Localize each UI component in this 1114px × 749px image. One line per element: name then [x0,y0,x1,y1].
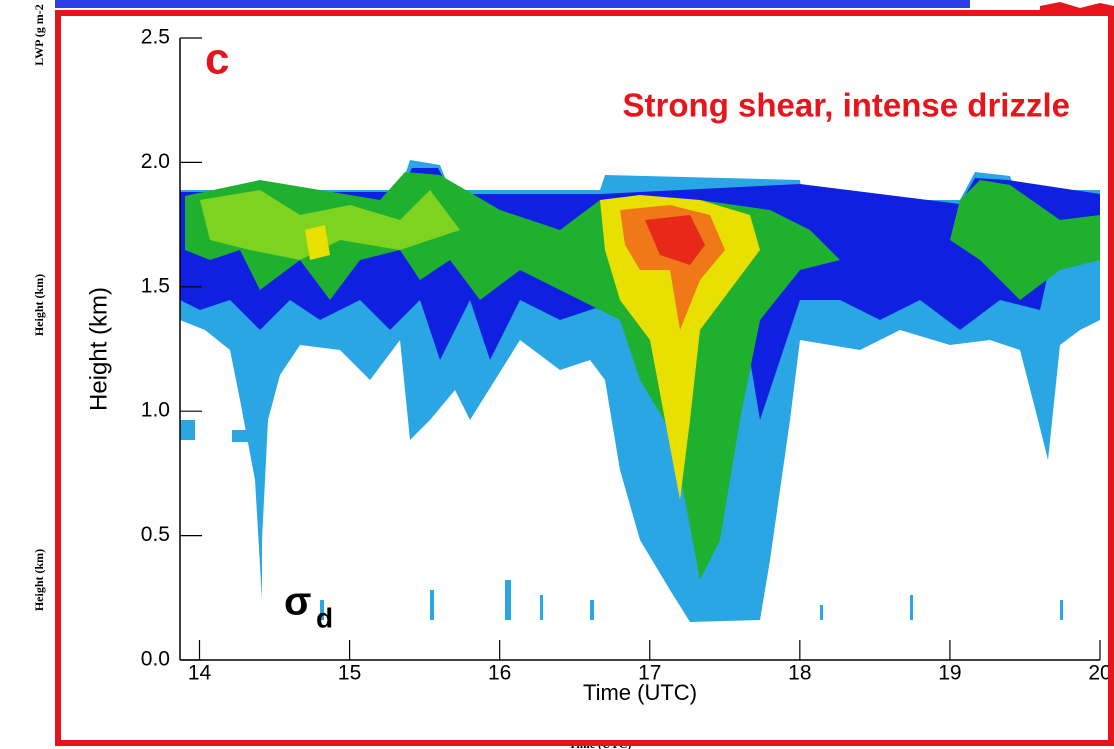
top-panel-trace [1040,2,1114,10]
y-tick-label: 0.0 [141,648,170,671]
side-label: Height (km) [32,274,46,336]
y-tick-label: 2.5 [141,26,170,49]
side-label: LWP (g m-2 [32,4,46,66]
x-tick-label: 18 [788,662,811,685]
chart-title: Strong shear, intense drizzle [623,87,1070,124]
x-tick-label: 17 [638,662,661,685]
y-tick-label: 2.0 [141,150,170,173]
sigma-symbol: σ [284,580,311,624]
x-tick-label: 20 [1088,662,1111,685]
sigma-subscript: d [316,602,333,633]
x-tick-label: 14 [188,662,212,685]
radar-echo [180,160,1100,622]
x-tick-label: 16 [488,662,511,685]
x-tick-label: 15 [338,662,361,685]
y-tick-label: 1.5 [141,274,170,297]
panel-label: c [205,35,229,84]
top-panel-strip [55,0,970,8]
side-label: Height (km) [32,549,46,611]
y-tick-label: 1.0 [141,399,170,422]
x-axis-label: Time (UTC) [583,680,697,705]
y-axis-label: Height (km) [85,287,112,411]
x-tick-label: 19 [938,662,961,685]
y-tick-label: 0.5 [141,523,170,546]
highlight-frame [55,10,1114,746]
